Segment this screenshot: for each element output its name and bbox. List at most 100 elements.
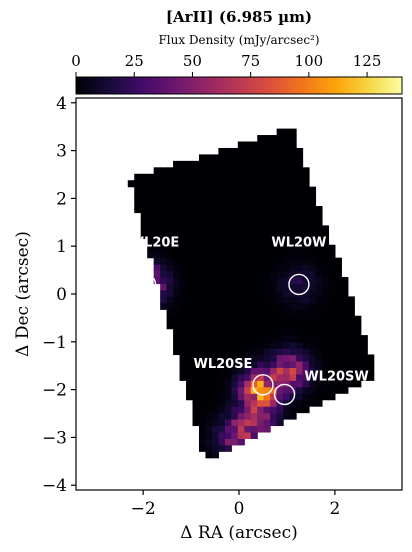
- flux-pixel: [237, 393, 245, 401]
- flux-pixel: [237, 173, 245, 181]
- flux-pixel: [296, 251, 304, 259]
- flux-pixel: [302, 231, 310, 239]
- colorbar-tick-label: 0: [71, 52, 81, 70]
- flux-pixel: [237, 193, 245, 201]
- flux-pixel: [218, 244, 226, 252]
- flux-pixel: [244, 419, 252, 427]
- flux-pixel: [283, 412, 291, 420]
- flux-pixel: [224, 425, 232, 433]
- flux-pixel: [270, 322, 278, 330]
- flux-pixel: [198, 373, 207, 381]
- flux-pixel: [211, 419, 219, 427]
- flux-pixel: [296, 380, 304, 388]
- flux-pixel: [302, 360, 310, 368]
- flux-pixel: [192, 354, 200, 362]
- flux-pixel: [192, 406, 200, 414]
- flux-pixel: [270, 160, 278, 168]
- flux-pixel: [211, 238, 219, 246]
- flux-pixel: [237, 257, 245, 265]
- flux-pixel: [250, 393, 258, 401]
- flux-pixel: [211, 315, 219, 323]
- flux-pixel: [263, 167, 271, 175]
- flux-pixel: [147, 225, 155, 233]
- flux-pixel: [179, 206, 187, 214]
- flux-pixel: [334, 386, 342, 394]
- flux-pixel: [244, 225, 252, 233]
- flux-pixel: [237, 199, 245, 207]
- flux-pixel: [276, 154, 284, 162]
- flux-pixel: [263, 309, 271, 317]
- flux-pixel: [341, 309, 349, 317]
- flux-pixel: [186, 244, 194, 252]
- flux-pixel: [192, 264, 200, 272]
- flux-pixel: [289, 283, 297, 291]
- flux-pixel: [179, 367, 187, 375]
- flux-pixel: [244, 315, 252, 323]
- flux-pixel: [205, 283, 213, 291]
- flux-pixel: [198, 231, 207, 239]
- flux-pixel: [321, 315, 330, 323]
- flux-pixel: [289, 393, 297, 401]
- flux-pixel: [244, 238, 252, 246]
- flux-pixel: [205, 328, 213, 336]
- flux-pixel: [250, 425, 258, 433]
- flux-pixel: [147, 244, 155, 252]
- flux-pixel: [334, 264, 342, 272]
- flux-pixel: [205, 444, 213, 452]
- flux-pixel: [244, 283, 252, 291]
- flux-pixel: [308, 341, 317, 349]
- flux-pixel: [244, 373, 252, 381]
- flux-pixel: [296, 218, 304, 226]
- flux-pixel: [270, 244, 278, 252]
- flux-pixel: [192, 386, 200, 394]
- flux-pixel: [186, 302, 194, 310]
- flux-pixel: [231, 406, 239, 414]
- flux-pixel: [360, 354, 368, 362]
- flux-pixel: [276, 264, 284, 272]
- flux-pixel: [134, 206, 142, 214]
- flux-pixel: [302, 328, 310, 336]
- flux-pixel: [283, 322, 291, 330]
- flux-pixel: [276, 348, 284, 356]
- flux-pixel: [173, 257, 181, 265]
- flux-pixel: [205, 186, 213, 194]
- flux-pixel: [354, 348, 362, 356]
- flux-pixel: [186, 322, 194, 330]
- flux-pixel: [147, 199, 155, 207]
- flux-pixel: [270, 289, 278, 297]
- flux-pixel: [224, 335, 232, 343]
- flux-pixel: [231, 412, 239, 420]
- flux-pixel: [218, 147, 226, 156]
- flux-pixel: [257, 186, 265, 194]
- flux-pixel: [270, 218, 278, 226]
- source-label: WL20W: [271, 235, 326, 250]
- flux-pixel: [224, 438, 232, 446]
- flux-pixel: [205, 244, 213, 252]
- flux-pixel: [347, 315, 355, 323]
- flux-pixel: [334, 335, 342, 343]
- flux-pixel: [328, 373, 336, 381]
- flux-pixel: [198, 315, 207, 323]
- source-marker: [134, 273, 157, 296]
- flux-pixel: [302, 380, 310, 388]
- flux-pixel: [289, 251, 297, 259]
- flux-pixel: [257, 322, 265, 330]
- flux-pixel: [244, 322, 252, 330]
- flux-pixel: [211, 212, 219, 220]
- flux-pixel: [354, 315, 362, 323]
- flux-pixel: [237, 309, 245, 317]
- flux-pixel: [283, 373, 291, 381]
- flux-pixel: [263, 199, 271, 207]
- flux-pixel: [237, 296, 245, 304]
- flux-pixel: [289, 128, 297, 136]
- flux-pixel: [315, 212, 323, 220]
- flux-pixel: [321, 270, 330, 278]
- flux-pixel: [224, 289, 232, 297]
- flux-pixel: [244, 147, 252, 156]
- flux-pixel: [315, 393, 323, 401]
- flux-pixel: [334, 360, 342, 368]
- flux-pixel: [218, 341, 226, 349]
- flux-pixel: [231, 238, 239, 246]
- flux-pixel: [276, 277, 284, 285]
- flux-pixel: [296, 225, 304, 233]
